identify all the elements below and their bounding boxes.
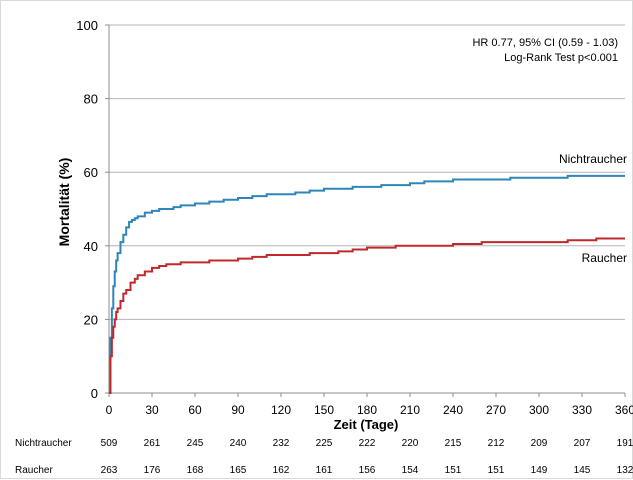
risk-cell: 240 xyxy=(230,438,247,449)
x-tick-labels: 0 30 60 90 120 150 180 210 240 270 300 330 360 xyxy=(106,393,633,417)
risk-cell: 176 xyxy=(144,465,161,476)
x-tick-label: 270 xyxy=(486,403,506,417)
risk-cell: 168 xyxy=(187,465,204,476)
y-tick-labels: 0 20 40 60 80 100 xyxy=(76,18,109,401)
y-tick-label: 80 xyxy=(84,92,98,107)
x-axis-label: Zeit (Tage) xyxy=(334,417,399,432)
grid-lines xyxy=(109,24,625,320)
x-tick-label: 180 xyxy=(357,403,377,417)
x-tick-label: 30 xyxy=(145,403,159,417)
risk-cell: 222 xyxy=(359,438,376,449)
y-tick-label: 60 xyxy=(84,165,98,180)
risk-table: Nichtraucher 509 261 245 240 232 225 222 220 215 2… xyxy=(15,438,633,476)
x-tick-label: 360 xyxy=(615,403,633,417)
risk-cell: 151 xyxy=(445,465,462,476)
y-tick-label: 100 xyxy=(76,18,98,33)
risk-cell: 263 xyxy=(101,465,118,476)
risk-cell: 261 xyxy=(144,438,161,449)
annotation-logrank: Log-Rank Test p<0.001 xyxy=(504,52,618,64)
x-tick-label: 210 xyxy=(400,403,420,417)
y-axis-label: Mortalität (%) xyxy=(56,158,72,247)
risk-cell: 154 xyxy=(402,465,419,476)
risk-cell: 132 xyxy=(617,465,633,476)
risk-cell: 161 xyxy=(316,465,333,476)
risk-cell: 209 xyxy=(531,438,548,449)
risk-cell: 232 xyxy=(273,438,290,449)
x-tick-label: 120 xyxy=(271,403,291,417)
risk-cell: 212 xyxy=(488,438,505,449)
axes xyxy=(108,25,625,394)
risk-cell: 225 xyxy=(316,438,333,449)
series-line-nichtraucher xyxy=(109,174,625,394)
annotation-hr: HR 0.77, 95% CI (0.59 - 1.03) xyxy=(472,37,618,49)
y-tick-label: 0 xyxy=(91,386,98,401)
risk-row-label: Nichtraucher xyxy=(15,438,72,449)
risk-cell: 145 xyxy=(574,465,591,476)
risk-cell: 149 xyxy=(531,465,548,476)
risk-cell: 165 xyxy=(230,465,247,476)
risk-cell: 245 xyxy=(187,438,204,449)
series-label-raucher: Raucher xyxy=(582,251,627,265)
series-line-raucher xyxy=(109,237,625,394)
risk-cell: 207 xyxy=(574,438,591,449)
x-tick-label: 0 xyxy=(106,403,113,417)
x-tick-label: 330 xyxy=(572,403,592,417)
y-tick-label: 20 xyxy=(84,312,98,327)
risk-cell: 509 xyxy=(101,438,118,449)
risk-row-label: Raucher xyxy=(15,465,53,476)
x-tick-label: 240 xyxy=(443,403,463,417)
x-tick-label: 300 xyxy=(529,403,549,417)
risk-cell: 215 xyxy=(445,438,462,449)
series-label-nichtraucher: Nichtraucher xyxy=(559,152,627,166)
risk-cell: 156 xyxy=(359,465,376,476)
risk-cell: 191 xyxy=(617,438,633,449)
risk-cell: 220 xyxy=(402,438,419,449)
x-tick-label: 150 xyxy=(314,403,334,417)
risk-cell: 162 xyxy=(273,465,290,476)
y-tick-label: 40 xyxy=(84,239,98,254)
x-tick-label: 60 xyxy=(188,403,202,417)
survival-curves xyxy=(109,174,625,394)
risk-cell: 151 xyxy=(488,465,505,476)
x-tick-label: 90 xyxy=(231,403,245,417)
